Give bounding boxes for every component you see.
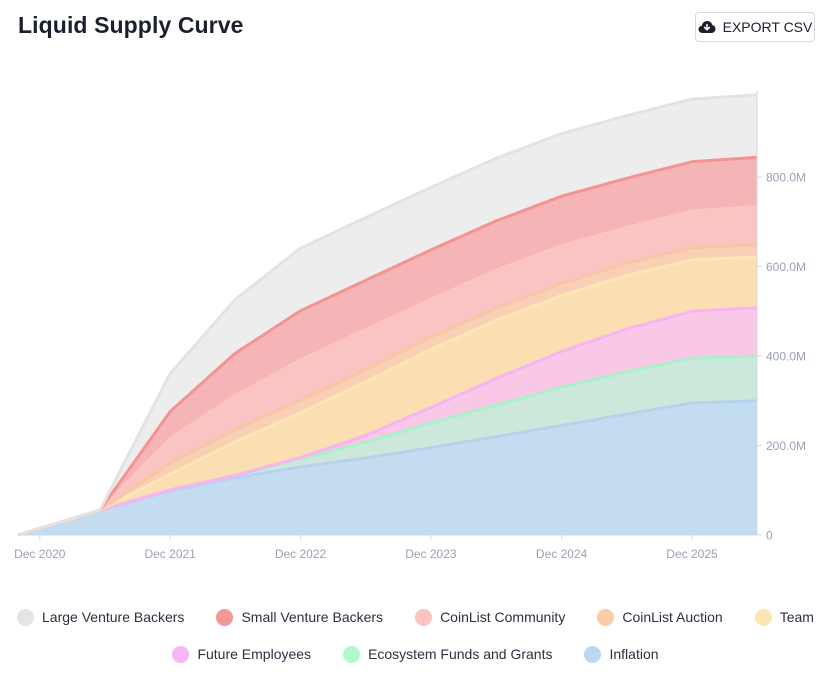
x-tick-label: Dec 2020 (14, 547, 66, 561)
area-small-venture-backers (18, 157, 757, 536)
legend-row: Future Employees Ecosystem Funds and Gran… (0, 640, 831, 668)
legend-swatch-icon (415, 608, 433, 626)
line-team (17, 255, 758, 537)
area-ecosystem-funds-and-grants (18, 356, 757, 535)
legend-label: Inflation (609, 646, 659, 662)
y-tick-label: 200.0M (766, 439, 806, 453)
x-tick-label: Dec 2023 (405, 547, 457, 561)
y-tick-label: 600.0M (766, 260, 806, 274)
cloud-download-icon (698, 20, 716, 34)
line-coinlist-community (17, 205, 758, 537)
area-coinlist-community (18, 206, 757, 535)
legend-item[interactable]: Large Venture Backers (17, 608, 185, 626)
legend-swatch-icon (754, 608, 772, 626)
legend-item[interactable]: Ecosystem Funds and Grants (343, 645, 553, 663)
area-large-venture-backers (18, 94, 757, 535)
line-coinlist-auction (17, 243, 758, 537)
legend-label: Small Venture Backers (241, 609, 384, 625)
legend-label: CoinList Community (440, 609, 566, 625)
legend-label: Ecosystem Funds and Grants (368, 646, 553, 662)
legend-swatch-icon (597, 608, 615, 626)
line-future-employees (17, 306, 758, 537)
legend-swatch-icon (17, 608, 35, 626)
y-tick-label: 800.0M (766, 171, 806, 185)
x-tick-label: Dec 2025 (666, 547, 718, 561)
x-tick-label: Dec 2022 (275, 547, 327, 561)
supply-chart: 0 200.0M 400.0M 600.0M 800.0M Dec 2020 Dec 202… (14, 90, 806, 561)
x-tick-label: Dec 2024 (536, 547, 588, 561)
legend-item[interactable]: Inflation (584, 645, 659, 663)
export-csv-label: EXPORT CSV (722, 19, 813, 35)
export-csv-button[interactable]: EXPORT CSV (695, 12, 815, 42)
legend-label: Future Employees (197, 646, 312, 662)
chart-title: Liquid Supply Curve (18, 12, 244, 38)
legend-swatch-icon (343, 645, 361, 663)
line-large-venture-backers (17, 93, 758, 537)
legend-row: Large Venture Backers Small Venture Backe… (0, 603, 831, 631)
legend-item[interactable]: CoinList Community (415, 608, 566, 626)
legend-label: CoinList Auction (622, 609, 723, 625)
legend-swatch-icon (216, 608, 234, 626)
line-small-venture-backers (17, 155, 758, 537)
legend-label: Team (779, 609, 814, 625)
legend-label: Large Venture Backers (42, 609, 185, 625)
legend-swatch-icon (584, 645, 602, 663)
area-team (18, 257, 757, 535)
legend-swatch-icon (172, 645, 190, 663)
y-tick-label: 400.0M (766, 350, 806, 364)
x-tick-label: Dec 2021 (144, 547, 196, 561)
area-inflation (18, 400, 757, 535)
area-future-employees (18, 307, 757, 535)
chart-legend: Large Venture Backers Small Venture Backe… (0, 603, 831, 677)
legend-item[interactable]: CoinList Auction (597, 608, 723, 626)
y-tick-label: 0 (766, 529, 773, 543)
legend-item[interactable]: Team (754, 608, 814, 626)
legend-item[interactable]: Small Venture Backers (216, 608, 384, 626)
legend-item[interactable]: Future Employees (172, 645, 312, 663)
